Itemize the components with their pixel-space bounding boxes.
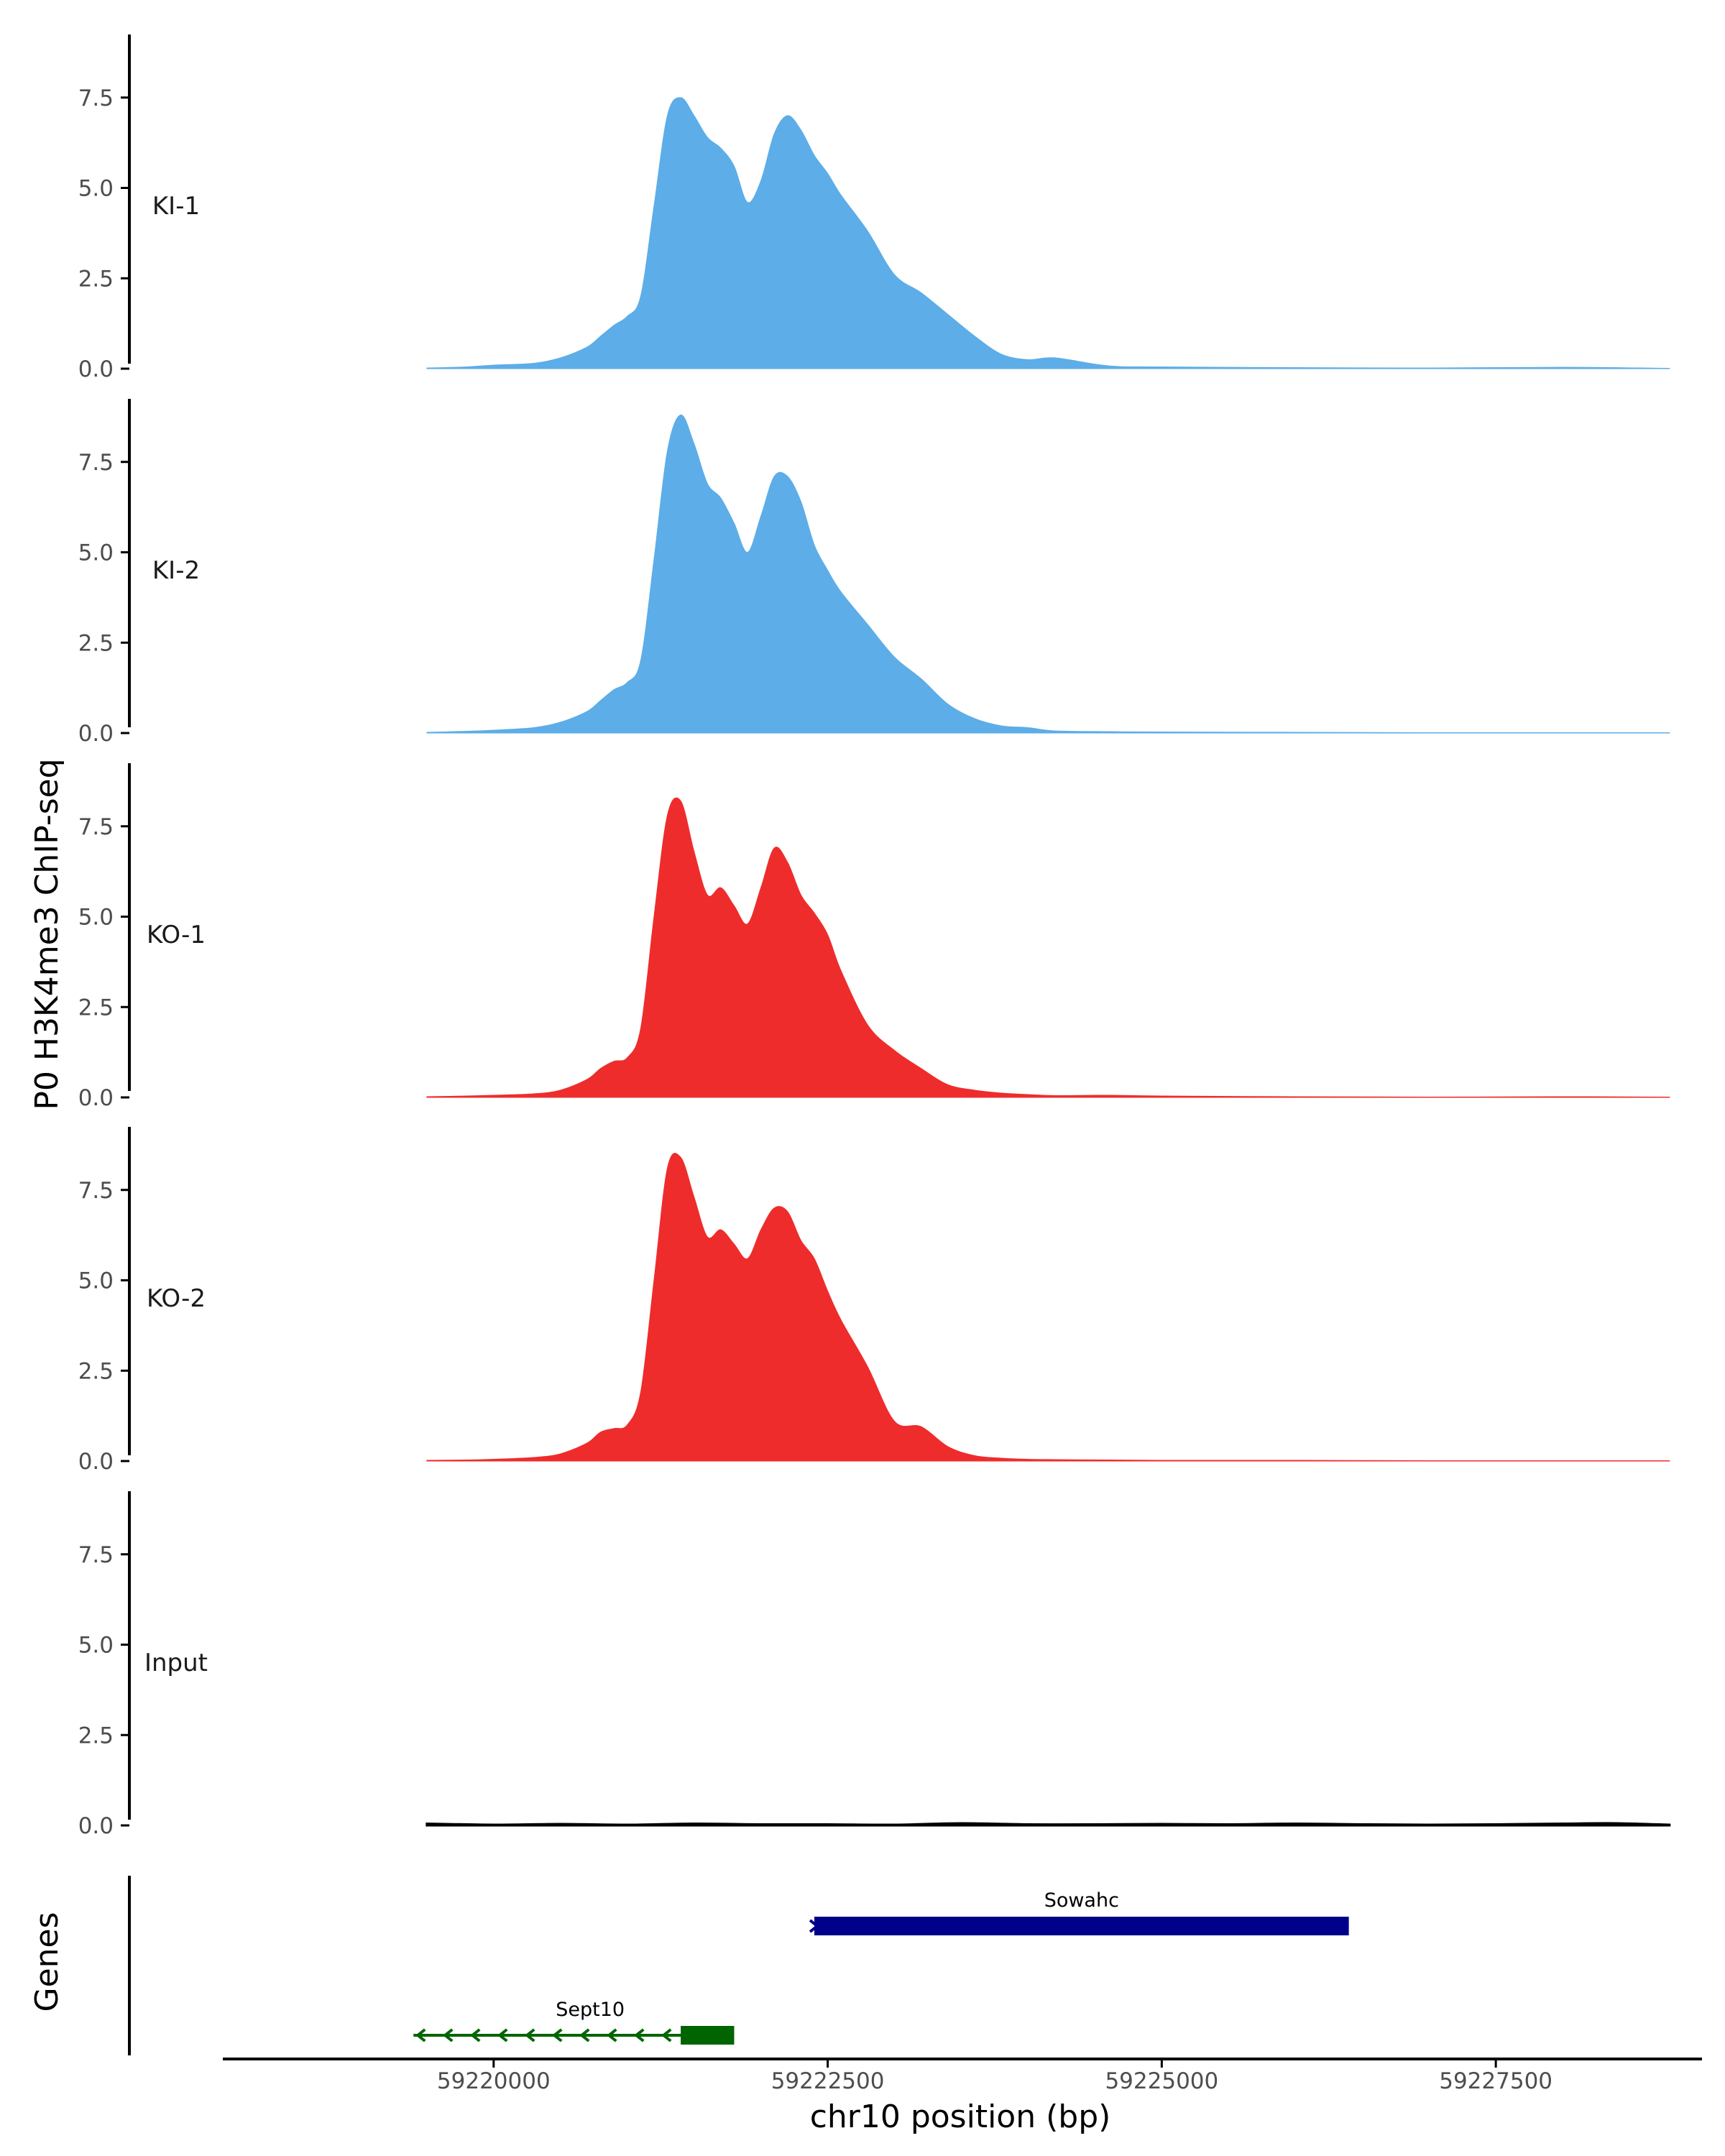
strand-arrow: [497, 2028, 508, 2042]
y-tick-label: 5.0: [78, 905, 114, 931]
y-tick-label: 0.0: [78, 356, 114, 382]
strand-arrow: [443, 2028, 454, 2042]
tracks-group: 0.0 2.5 5.0 7.5 KI-1 0.0 2.5 5.0 7.5 KI-2 0.0 2.5 5.…: [78, 34, 1671, 1839]
track-label: KO-1: [147, 921, 206, 949]
signal-area-input: [426, 1822, 1671, 1827]
x-tick-label: 59222500: [771, 2068, 885, 2094]
track-ko-1: 0.0 2.5 5.0 7.5 KO-1: [78, 763, 1670, 1111]
x-axis-title: chr10 position (bp): [810, 2099, 1111, 2135]
genes-track: Sowahc Sept10: [128, 1876, 1349, 2055]
track-ko-2: 0.0 2.5 5.0 7.5 KO-2: [78, 1127, 1670, 1475]
y-tick-label: 2.5: [78, 266, 114, 292]
track-ki-1: 0.0 2.5 5.0 7.5 KI-1: [78, 34, 1670, 382]
y-tick-label: 2.5: [78, 995, 114, 1021]
x-tick-label: 59220000: [437, 2068, 551, 2094]
y-tick-label: 5.0: [78, 540, 114, 566]
y-tick-label: 7.5: [78, 814, 114, 840]
strand-arrow: [607, 2028, 617, 2042]
strand-arrow: [579, 2028, 590, 2042]
track-ki-2: 0.0 2.5 5.0 7.5 KI-2: [78, 399, 1670, 747]
y-tick-label: 2.5: [78, 1723, 114, 1749]
strand-arrow: [809, 1919, 820, 1933]
x-tick-label: 59227500: [1439, 2068, 1552, 2094]
track-label: KI-1: [152, 192, 200, 221]
gene-label: Sowahc: [1044, 1889, 1119, 1912]
y-tick-label: 2.5: [78, 630, 114, 656]
signal-area-ko-2: [426, 1153, 1670, 1462]
genes-axis-title: Genes: [29, 1912, 65, 2012]
strand-arrow: [415, 2028, 426, 2042]
track-label: KO-2: [147, 1284, 206, 1313]
y-axis-title: P0 H3K4me3 ChIP-seq: [29, 758, 65, 1110]
gene-sept10: Sept10: [413, 1999, 735, 2045]
signal-area-ki-1: [426, 97, 1670, 369]
y-tick-label: 2.5: [78, 1358, 114, 1384]
y-tick-label: 7.5: [78, 1542, 114, 1568]
gene-sowahc: Sowahc: [809, 1889, 1349, 1935]
y-tick-label: 5.0: [78, 1268, 114, 1294]
strand-arrow: [661, 2028, 672, 2042]
y-tick-label: 0.0: [78, 1085, 114, 1111]
strand-arrow: [525, 2028, 535, 2042]
signal-area-ko-1: [426, 797, 1670, 1098]
strand-arrow: [552, 2028, 563, 2042]
x-tick-label: 59225000: [1105, 2068, 1218, 2094]
y-tick-label: 5.0: [78, 1633, 114, 1659]
strand-arrow: [634, 2028, 645, 2042]
y-tick-label: 7.5: [78, 86, 114, 111]
signal-area-ki-2: [426, 414, 1670, 734]
y-tick-label: 7.5: [78, 450, 114, 476]
gene-exon-block: [681, 2026, 735, 2045]
strand-arrow: [470, 2028, 481, 2042]
y-tick-label: 0.0: [78, 1449, 114, 1475]
y-tick-label: 5.0: [78, 176, 114, 202]
gene-exon-block: [814, 1917, 1349, 1935]
track-label: Input: [144, 1649, 208, 1677]
x-axis: 59220000 59222500 59225000 59227500: [223, 2058, 1702, 2094]
gene-label: Sept10: [556, 1999, 625, 2021]
y-tick-label: 7.5: [78, 1178, 114, 1204]
track-label: KI-2: [152, 556, 200, 585]
track-input: 0.0 2.5 5.0 7.5 Input: [78, 1491, 1671, 1839]
y-tick-label: 0.0: [78, 721, 114, 747]
y-tick-label: 0.0: [78, 1813, 114, 1839]
